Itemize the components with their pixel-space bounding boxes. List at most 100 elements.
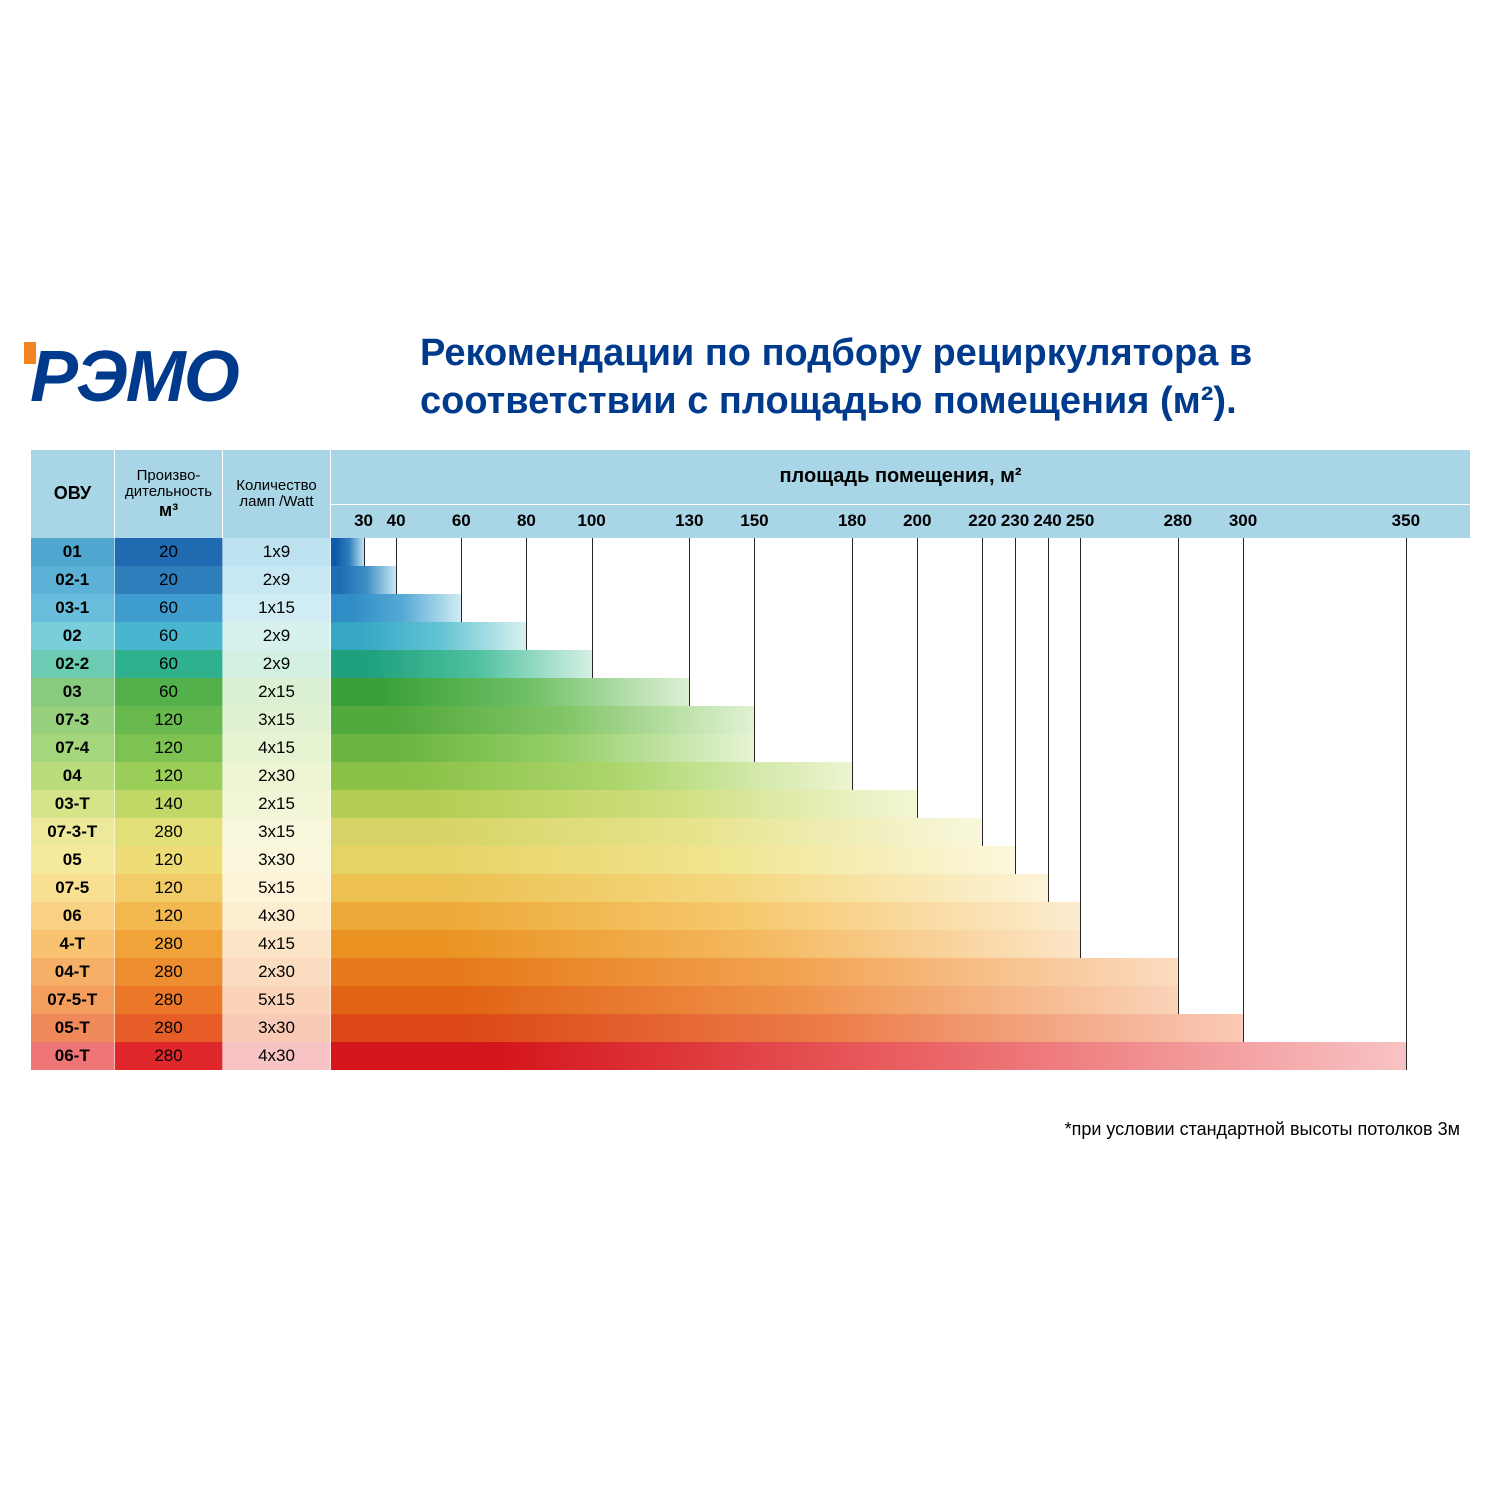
logo-accent — [24, 342, 36, 364]
cell-lamp: 4x15 — [223, 734, 331, 762]
cell-ovy: 01 — [31, 538, 115, 566]
hdr-ovy: ОВУ — [31, 450, 115, 538]
area-tick-label: 350 — [1392, 511, 1420, 531]
cell-ovy: 07-5-T — [31, 986, 115, 1014]
bar-fill — [331, 762, 852, 790]
cell-bar — [331, 874, 1471, 902]
area-tick-label: 220 — [968, 511, 996, 531]
cell-ovy: 04-T — [31, 958, 115, 986]
bar-fill — [331, 650, 592, 678]
area-tick-label: 130 — [675, 511, 703, 531]
cell-bar — [331, 678, 1471, 706]
cell-prod: 60 — [115, 678, 223, 706]
cell-bar — [331, 818, 1471, 846]
cell-bar — [331, 902, 1471, 930]
cell-prod: 120 — [115, 734, 223, 762]
bar-fill — [331, 594, 461, 622]
bar-fill — [331, 846, 1015, 874]
cell-ovy: 06 — [31, 902, 115, 930]
cell-lamp: 4x15 — [223, 930, 331, 958]
area-tick-label: 100 — [577, 511, 605, 531]
cell-bar — [331, 846, 1471, 874]
cell-ovy: 07-5 — [31, 874, 115, 902]
cell-lamp: 2x15 — [223, 678, 331, 706]
cell-lamp: 2x9 — [223, 622, 331, 650]
cell-prod: 280 — [115, 1014, 223, 1042]
logo-text: РЭМО — [30, 337, 238, 417]
cell-bar — [331, 762, 1471, 790]
bar-fill — [331, 622, 526, 650]
cell-bar — [331, 958, 1471, 986]
bar-fill — [331, 734, 754, 762]
cell-ovy: 03-T — [31, 790, 115, 818]
page-title: Рекомендации по подбору рециркулятора в … — [420, 330, 1460, 425]
chart: ОВУПроизво-дительностьм³Количестволамп /… — [30, 450, 1470, 1070]
cell-ovy: 4-T — [31, 930, 115, 958]
cell-prod: 120 — [115, 846, 223, 874]
bar-fill — [331, 874, 1048, 902]
cell-ovy: 07-3-T — [31, 818, 115, 846]
cell-bar — [331, 650, 1471, 678]
cell-ovy: 03 — [31, 678, 115, 706]
table-row: 02-1202x9 — [31, 566, 1471, 594]
logo: РЭМО — [30, 336, 238, 418]
bar-fill — [331, 986, 1178, 1014]
bar-fill — [331, 538, 364, 566]
cell-ovy: 03-1 — [31, 594, 115, 622]
area-tick-label: 250 — [1066, 511, 1094, 531]
cell-prod: 280 — [115, 930, 223, 958]
cell-ovy: 07-3 — [31, 706, 115, 734]
cell-ovy: 05-T — [31, 1014, 115, 1042]
table-row: 06-T2804x30 — [31, 1042, 1471, 1070]
recirculator-table: ОВУПроизво-дительностьм³Количестволамп /… — [30, 450, 1471, 1070]
cell-prod: 120 — [115, 902, 223, 930]
cell-prod: 60 — [115, 650, 223, 678]
cell-prod: 20 — [115, 566, 223, 594]
bar-fill — [331, 902, 1080, 930]
cell-bar — [331, 594, 1471, 622]
cell-prod: 120 — [115, 874, 223, 902]
cell-prod: 20 — [115, 538, 223, 566]
cell-prod: 120 — [115, 762, 223, 790]
area-tick-label: 240 — [1033, 511, 1061, 531]
table-row: 01201x9 — [31, 538, 1471, 566]
cell-bar — [331, 1014, 1471, 1042]
cell-bar — [331, 622, 1471, 650]
cell-prod: 280 — [115, 986, 223, 1014]
area-tick-label: 230 — [1001, 511, 1029, 531]
cell-prod: 60 — [115, 622, 223, 650]
cell-bar — [331, 734, 1471, 762]
cell-lamp: 4x30 — [223, 1042, 331, 1070]
cell-lamp: 3x30 — [223, 846, 331, 874]
area-tick-label: 60 — [452, 511, 471, 531]
cell-bar — [331, 986, 1471, 1014]
bar-fill — [331, 790, 917, 818]
area-tick-label: 30 — [354, 511, 373, 531]
bar-fill — [331, 1014, 1243, 1042]
cell-bar — [331, 566, 1471, 594]
hdr-area-title: площадь помещения, м² — [331, 450, 1471, 504]
cell-lamp: 3x15 — [223, 818, 331, 846]
cell-prod: 280 — [115, 1042, 223, 1070]
area-tick-label: 200 — [903, 511, 931, 531]
bar-fill — [331, 930, 1080, 958]
table-row: 03-1601x15 — [31, 594, 1471, 622]
table-row: 02-2602x9 — [31, 650, 1471, 678]
cell-prod: 140 — [115, 790, 223, 818]
cell-lamp: 2x9 — [223, 566, 331, 594]
bar-fill — [331, 566, 396, 594]
table-row: 07-51205x15 — [31, 874, 1471, 902]
cell-bar — [331, 706, 1471, 734]
cell-prod: 120 — [115, 706, 223, 734]
cell-lamp: 1x9 — [223, 538, 331, 566]
table-row: 02602x9 — [31, 622, 1471, 650]
area-tick-label: 280 — [1164, 511, 1192, 531]
area-tick-label: 150 — [740, 511, 768, 531]
table-row: 051203x30 — [31, 846, 1471, 874]
bar-fill — [331, 706, 754, 734]
bar-fill — [331, 678, 689, 706]
cell-lamp: 2x15 — [223, 790, 331, 818]
cell-ovy: 02-2 — [31, 650, 115, 678]
cell-prod: 280 — [115, 818, 223, 846]
table-row: 05-T2803x30 — [31, 1014, 1471, 1042]
